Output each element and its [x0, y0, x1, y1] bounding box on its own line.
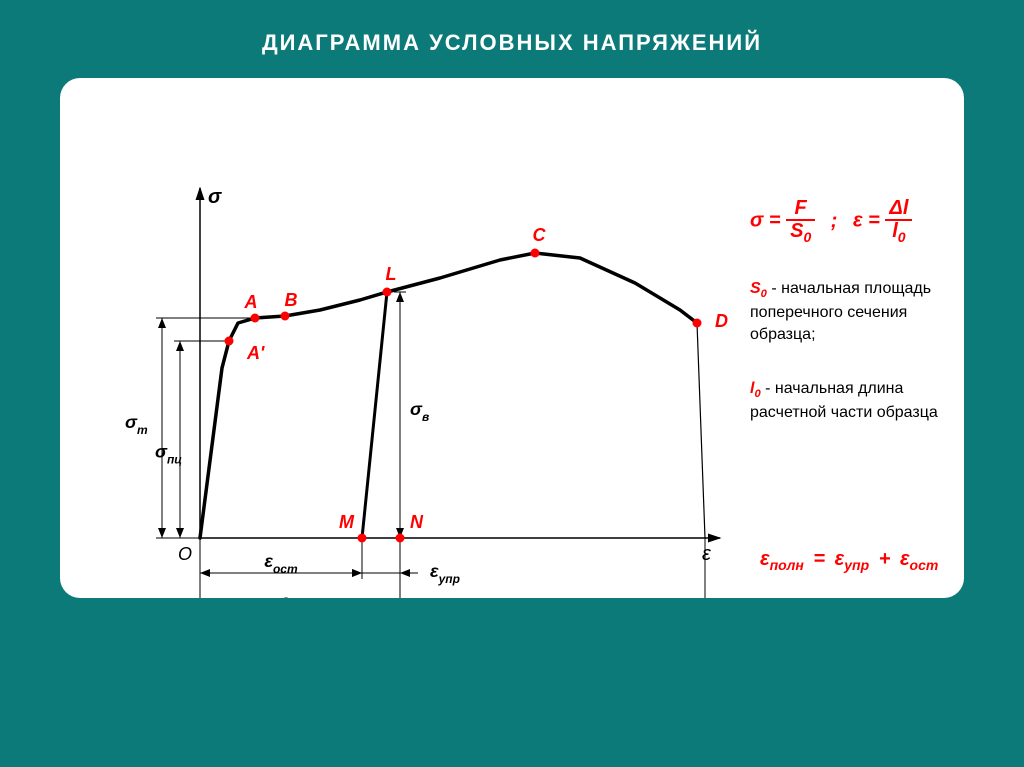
svg-text:σ: σ [208, 186, 222, 208]
bf-a-sub: упр [844, 557, 869, 573]
bf-b: ε [900, 548, 910, 570]
legend-s0-symbol: S0 [750, 280, 771, 297]
eps-numerator: Δl [885, 198, 912, 221]
page: ДИАГРАММА УСЛОВНЫХ НАПРЯЖЕНИЙ σ ε Oσв σтσпц… [0, 0, 1024, 767]
sigma-symbol: σ [750, 210, 763, 232]
formula-definitions: σ = F S0 ; ε = Δl l0 [750, 198, 912, 245]
legend-s0-text: - начальная площадь поперечного сечения … [750, 280, 931, 343]
eps-fraction: Δl l0 [885, 198, 912, 245]
content-panel: σεOσвσтσпцεостεупрεполнδA'ABLCDMN σ = F … [60, 78, 964, 598]
legend-l0: l0 - начальная длина расчетной части обр… [750, 378, 960, 424]
svg-text:εполн: εполн [281, 591, 320, 598]
svg-text:N: N [410, 512, 424, 532]
legend-s0: S0 - начальная площадь поперечного сечен… [750, 278, 960, 345]
svg-text:D: D [715, 311, 728, 331]
legend-l0-sym-sub: 0 [754, 388, 760, 400]
legend-l0-text: - начальная длина расчетной части образц… [750, 380, 938, 421]
svg-text:B: B [285, 290, 298, 310]
svg-text:σв: σв [410, 399, 429, 424]
strain-sum-formula: εполн = εупр + εост [760, 548, 938, 573]
sigma-fraction: F S0 [786, 198, 815, 245]
svg-text:σпц: σпц [155, 442, 182, 467]
svg-text:L: L [386, 264, 397, 284]
sigma-denominator: S0 [786, 221, 815, 245]
equals-sign-2: = [868, 210, 880, 232]
svg-text:A: A [244, 292, 258, 312]
sigma-den-base: S [790, 220, 803, 242]
bf-lhs: ε [760, 548, 770, 570]
svg-text:M: M [339, 512, 355, 532]
legend-l0-symbol: l0 [750, 380, 765, 397]
equals-sign: = [769, 210, 781, 232]
bf-eq: = [813, 548, 825, 570]
sigma-den-sub: 0 [803, 229, 811, 245]
bf-b-sub: ост [910, 557, 939, 573]
svg-text:εост: εост [264, 551, 298, 576]
formula-separator: ; [831, 210, 838, 232]
page-title: ДИАГРАММА УСЛОВНЫХ НАПРЯЖЕНИЙ [0, 30, 1024, 56]
svg-text:εупр: εупр [430, 561, 460, 586]
svg-text:σт: σт [125, 412, 148, 437]
eps-symbol: ε [853, 210, 863, 232]
sigma-numerator: F [786, 198, 815, 221]
bf-lhs-sub: полн [770, 557, 804, 573]
eps-den-sub: 0 [898, 229, 906, 245]
legend-s0-sym-sub: 0 [761, 288, 767, 300]
legend-s0-sym-base: S [750, 280, 761, 297]
bf-a: ε [835, 548, 845, 570]
bf-plus: + [879, 548, 891, 570]
svg-text:O: O [178, 544, 192, 564]
svg-text:C: C [533, 225, 547, 245]
eps-denominator: l0 [885, 221, 912, 245]
svg-text:A': A' [246, 343, 265, 363]
svg-text:ε: ε [702, 543, 712, 565]
